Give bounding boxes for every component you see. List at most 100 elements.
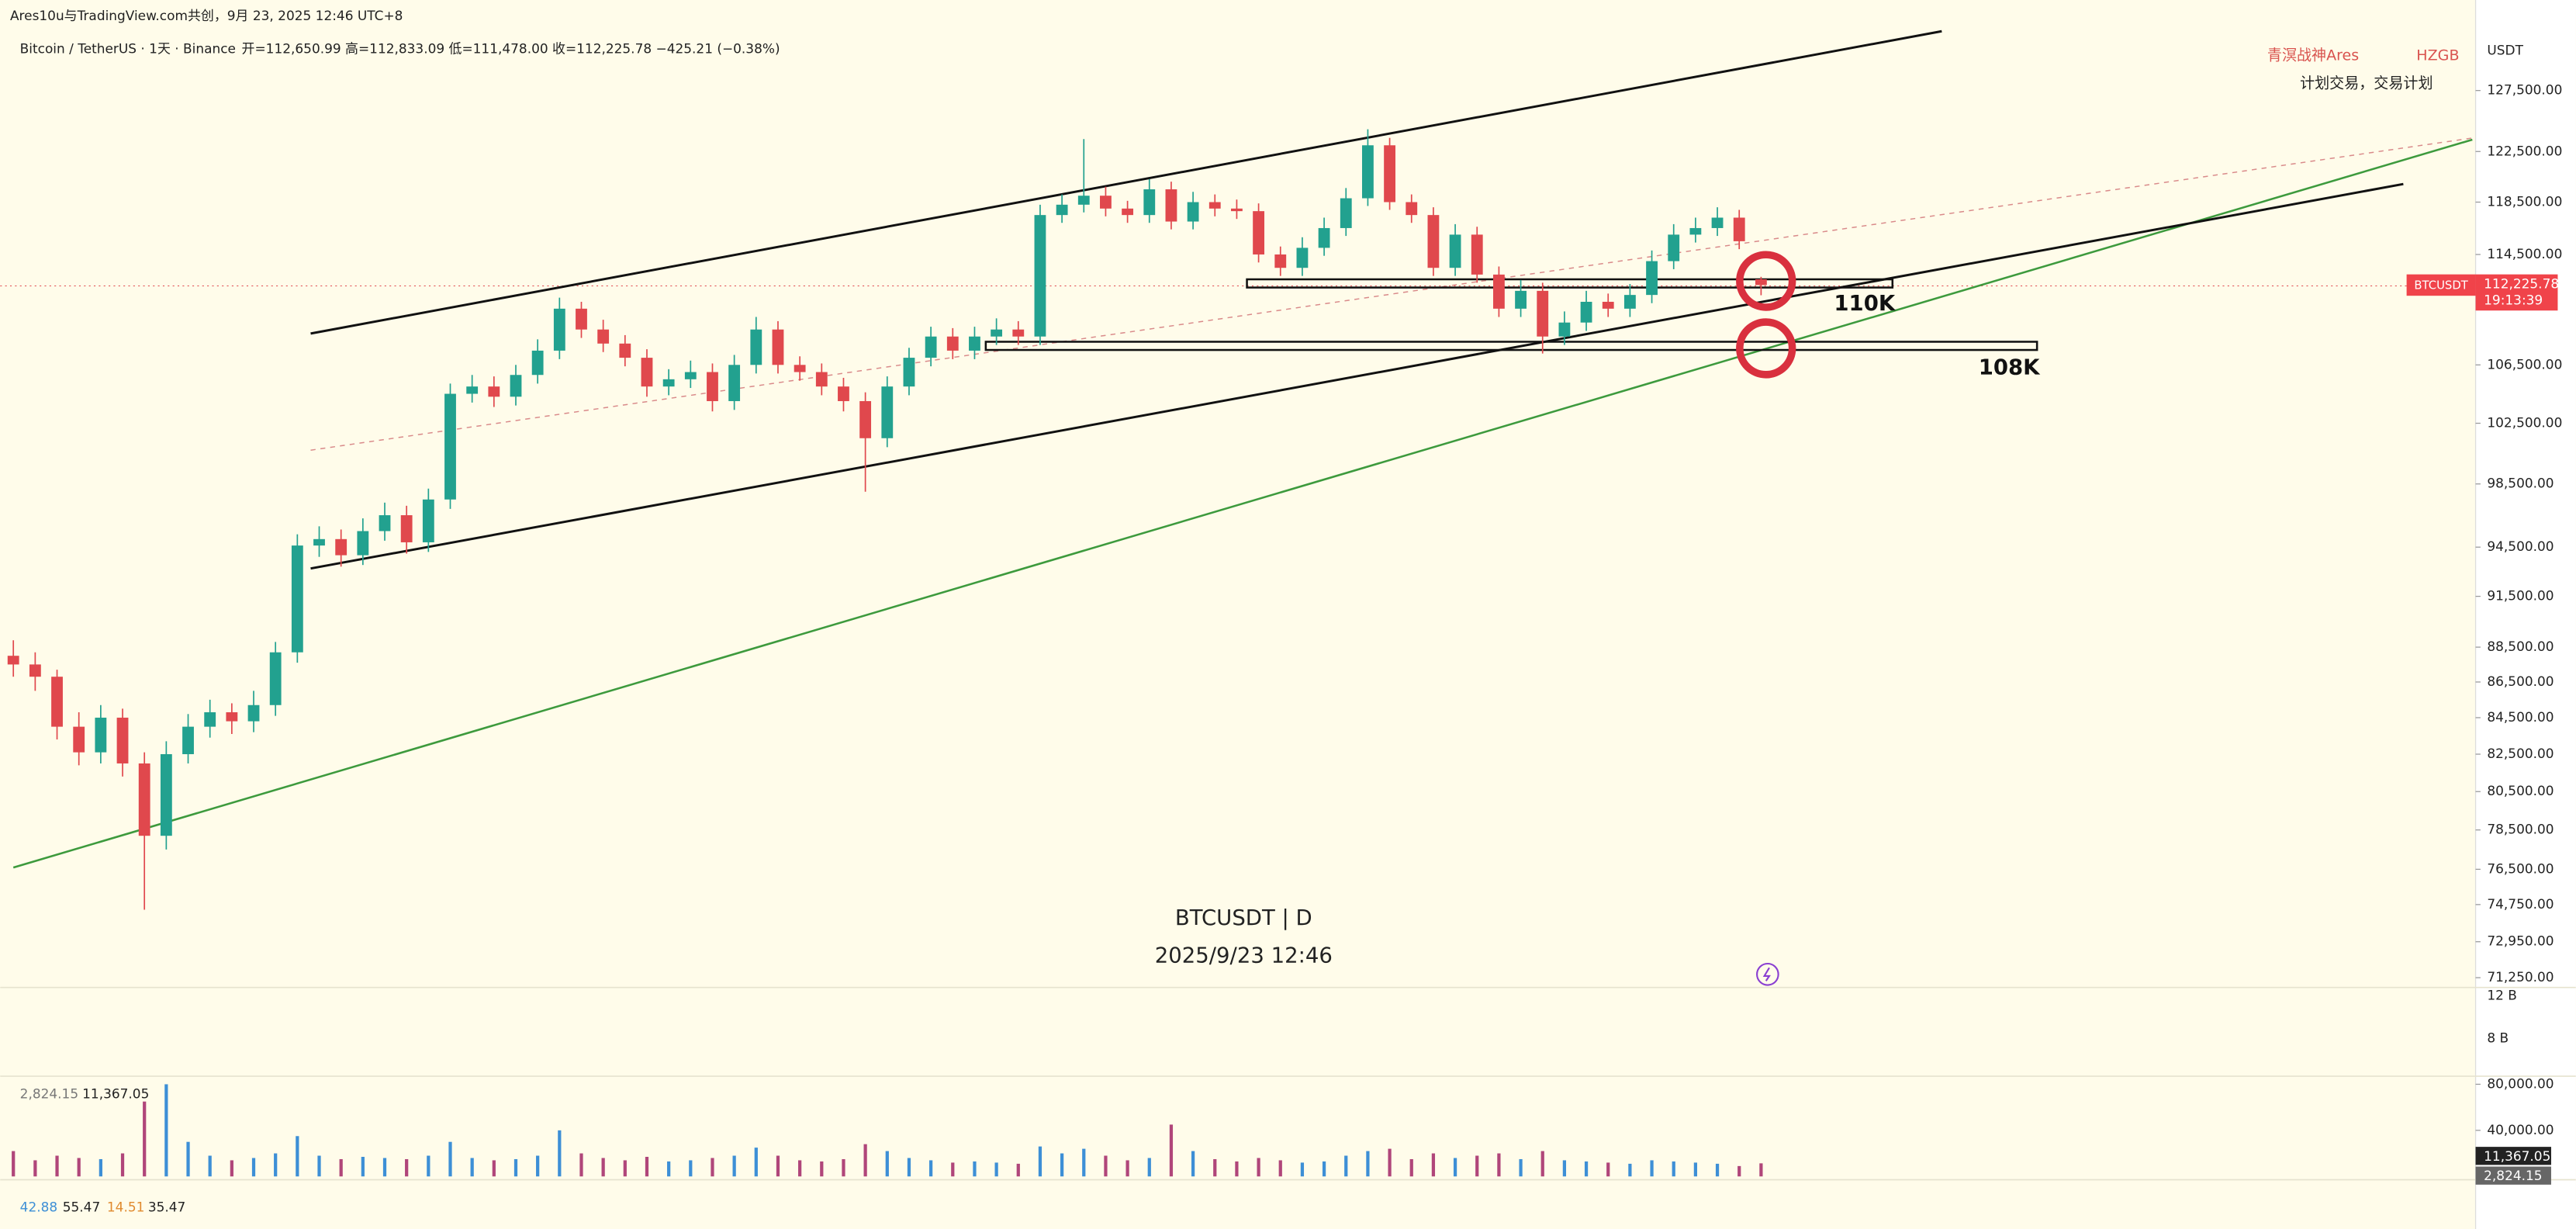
volume-bar: [1257, 1158, 1260, 1177]
volume-bar: [120, 1153, 125, 1177]
ohlc: 开=112,650.99 高=112,833.09 低=111,478.00 收…: [242, 41, 780, 57]
watermark: BTCUSDT | D: [1175, 905, 1312, 930]
volume-bar: [339, 1158, 343, 1177]
candle-body: [1318, 227, 1330, 248]
y-tick-label: 88,500.00: [2487, 639, 2554, 654]
volume-bar: [842, 1158, 845, 1177]
volume-bar: [820, 1161, 824, 1177]
pane-axis-label: 8 B: [2487, 1030, 2509, 1045]
volume-bar: [1606, 1162, 1610, 1177]
volume-bar: [77, 1158, 81, 1177]
volume-bar: [448, 1141, 452, 1177]
volume-bar: [296, 1136, 299, 1177]
volume-bar: [1431, 1153, 1436, 1177]
volume-bar: [1475, 1155, 1479, 1177]
volume-bar: [405, 1158, 409, 1177]
candle-body: [1580, 301, 1592, 323]
symbol-line: Bitcoin / TetherUS · 1天 · Binance: [20, 41, 236, 57]
volume-bar: [12, 1151, 16, 1177]
event-icon: [1756, 962, 1779, 986]
volume-bar: [1562, 1160, 1567, 1177]
candle-body: [1362, 145, 1374, 199]
candle-body: [357, 531, 369, 556]
volume-bar: [1278, 1160, 1282, 1177]
y-tick-label: 84,500.00: [2487, 709, 2554, 725]
candle-body: [1668, 234, 1680, 261]
price-tag: [2475, 274, 2558, 311]
volume-tag-text: 2,824.15: [2484, 1168, 2542, 1183]
symbol-tag: [2406, 274, 2476, 296]
y-tick-label: 80,500.00: [2487, 783, 2554, 798]
volume-bar: [164, 1084, 168, 1177]
volume-legend: 2,824.15: [20, 1085, 78, 1101]
volume-bar: [667, 1161, 671, 1177]
y-tick-label: 102,500.00: [2487, 415, 2562, 431]
candle-body: [1471, 234, 1483, 275]
upper-channel: [310, 29, 1942, 335]
volume-bar: [1628, 1163, 1632, 1177]
candle-body: [684, 372, 697, 379]
volume-bar: [1584, 1161, 1589, 1177]
volume-bar: [99, 1158, 102, 1177]
motto: 计划交易，交易计划: [2300, 75, 2433, 92]
candle-body: [204, 711, 216, 727]
candle-body: [1143, 189, 1156, 216]
volume-bar: [1759, 1163, 1763, 1177]
annotation: 110K: [1834, 291, 1896, 316]
candle-body: [1623, 295, 1636, 309]
volume-bar: [798, 1160, 802, 1177]
volume-bar: [1104, 1155, 1108, 1177]
volume-legend: 11,367.05: [82, 1085, 149, 1101]
volume-bar: [1715, 1163, 1720, 1177]
y-tick-label: 82,500.00: [2487, 746, 2554, 761]
candle-body: [269, 652, 282, 705]
candle-body: [138, 763, 150, 836]
candle-body: [29, 664, 41, 677]
y-tick-label: 72,950.00: [2487, 933, 2554, 949]
volume-bar: [208, 1155, 212, 1177]
candle-body: [1427, 215, 1440, 268]
indicator-legend: 14.51: [107, 1199, 145, 1214]
candle-body: [925, 336, 937, 358]
volume-bar: [885, 1151, 889, 1177]
candle-body: [1100, 196, 1112, 209]
candle-body: [1689, 227, 1702, 235]
volume-bar: [558, 1130, 562, 1177]
candle-body: [838, 386, 849, 401]
candle-body: [182, 726, 194, 755]
volume-bar: [1125, 1160, 1129, 1177]
volume-bar: [1213, 1158, 1217, 1177]
author: 青溟战神Ares: [2267, 47, 2359, 64]
y-tick-label: 76,500.00: [2487, 860, 2554, 876]
volume-bar: [427, 1155, 430, 1177]
candle-body: [1296, 248, 1309, 268]
volume-bar: [711, 1158, 714, 1177]
candle-body: [597, 329, 610, 344]
lower-channel: [310, 182, 2404, 570]
candle-body: [619, 343, 631, 358]
y-tick-label: 74,750.00: [2487, 896, 2554, 912]
volume-bar: [251, 1158, 256, 1177]
candle-body: [488, 386, 500, 397]
candle-body: [1165, 189, 1177, 222]
candle-body: [1492, 274, 1505, 309]
header-source: Ares10u与TradingView.com共创，9月 23, 2025 12…: [10, 8, 403, 23]
volume-bar: [1738, 1165, 1741, 1177]
candle-body: [335, 538, 348, 556]
volume-bar: [1082, 1148, 1086, 1177]
candle-body: [750, 329, 762, 365]
candle-body: [422, 499, 434, 542]
candle-body: [160, 754, 172, 836]
symbol-tag-text: BTCUSDT: [2414, 279, 2468, 292]
candle-body: [794, 365, 806, 372]
volume-bar: [1322, 1161, 1326, 1177]
volume-bar: [1191, 1151, 1195, 1177]
volume-bar: [1366, 1151, 1370, 1177]
candle-body: [1515, 290, 1527, 309]
volume-bar: [1540, 1151, 1544, 1177]
indicator-legend: 35.47: [148, 1199, 186, 1214]
volume-tick-label: 80,000.00: [2487, 1075, 2554, 1091]
